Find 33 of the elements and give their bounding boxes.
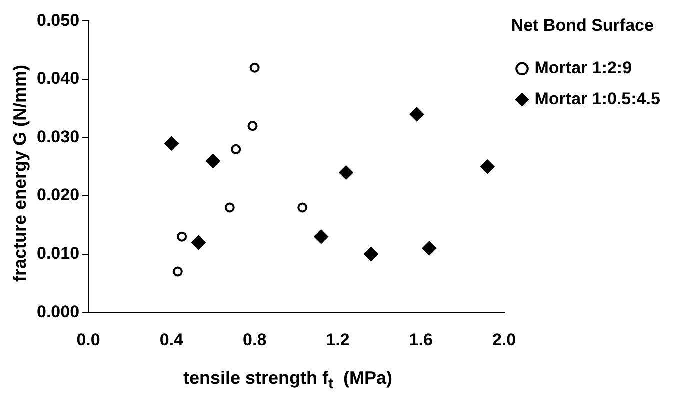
legend-label: Mortar 1:2:9 <box>534 58 632 78</box>
point <box>206 154 220 168</box>
point <box>231 144 242 154</box>
point <box>248 121 258 132</box>
point <box>339 166 354 180</box>
point <box>177 232 188 242</box>
point <box>314 230 328 244</box>
point <box>224 202 235 213</box>
point <box>164 136 179 151</box>
y-tick-label: 0.020 <box>36 186 80 205</box>
x-tick-label: 0.0 <box>76 330 100 350</box>
point <box>410 107 424 122</box>
point <box>480 160 495 174</box>
x-tick-label: 0.8 <box>243 330 267 350</box>
point <box>192 236 206 250</box>
x-tick-label: 0.4 <box>160 330 184 350</box>
point <box>172 266 183 277</box>
y-axis-title: fracture energy G (N/mm) <box>10 64 32 282</box>
point <box>298 202 308 213</box>
x-axis-title: tensile strength f$_{t}$ (MPa) <box>182 368 394 393</box>
legend-label: Mortar 1:0.5:4.5 <box>534 90 660 109</box>
y-tick-label: 0.000 <box>36 302 80 322</box>
point <box>422 241 436 256</box>
point <box>364 247 378 262</box>
y-tick-label: 0.010 <box>36 244 80 264</box>
y-tick-label: 0.050 <box>36 10 80 30</box>
x-tick-label: 1.6 <box>409 330 433 350</box>
y-tick-label: 0.030 <box>36 127 80 146</box>
y-tick-label: 0.040 <box>36 69 80 88</box>
x-tick-label: 2.0 <box>492 330 516 350</box>
x-tick-label: 1.2 <box>326 330 350 350</box>
legend-title: Net Bond Surface <box>511 16 654 36</box>
point <box>250 62 260 73</box>
